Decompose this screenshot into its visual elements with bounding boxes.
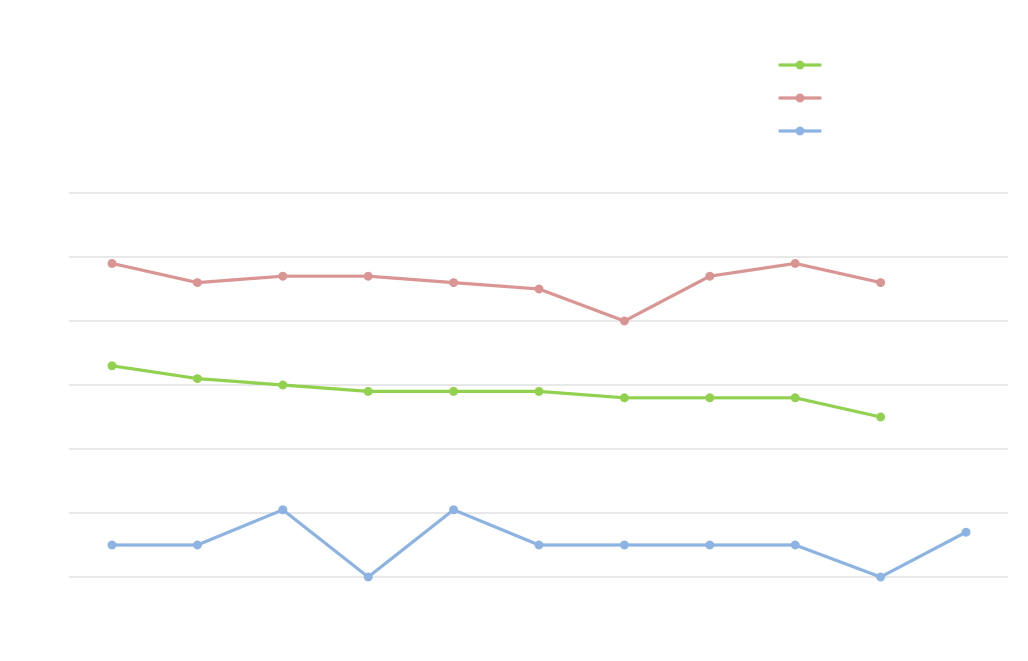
series-2: [107, 258, 886, 326]
data-point: [363, 572, 373, 582]
data-point: [705, 540, 715, 550]
legend-item-2: [778, 93, 822, 103]
gridlines: [69, 192, 1008, 578]
data-point: [449, 278, 459, 288]
data-point: [449, 386, 459, 396]
legend: [778, 60, 822, 136]
data-point: [534, 386, 544, 396]
data-point: [107, 540, 117, 550]
data-point: [107, 361, 117, 371]
data-point: [192, 278, 202, 288]
data-point: [107, 258, 117, 268]
data-point: [619, 540, 629, 550]
data-point: [876, 412, 886, 422]
data-point: [534, 284, 544, 294]
legend-item-1: [778, 60, 822, 70]
legend-marker: [795, 93, 805, 103]
data-point: [534, 540, 544, 550]
data-point: [192, 540, 202, 550]
data-point: [619, 393, 629, 403]
legend-item-3: [778, 126, 822, 136]
data-point: [705, 271, 715, 281]
data-point: [705, 393, 715, 403]
series-1: [107, 361, 886, 422]
data-point: [876, 278, 886, 288]
series-3: [107, 505, 971, 582]
data-point: [278, 380, 288, 390]
data-point: [363, 386, 373, 396]
data-point: [363, 271, 373, 281]
data-point: [961, 527, 971, 537]
series-2-line: [110, 261, 883, 323]
legend-marker: [795, 126, 805, 136]
data-point: [278, 271, 288, 281]
data-point: [619, 316, 629, 326]
legend-marker: [795, 60, 805, 70]
data-point: [449, 505, 459, 515]
series-1-line: [110, 364, 883, 419]
data-point: [790, 540, 800, 550]
data-point: [790, 258, 800, 268]
data-point: [278, 505, 288, 515]
data-point: [192, 374, 202, 384]
series-group: [107, 258, 971, 582]
data-point: [790, 393, 800, 403]
data-point: [876, 572, 886, 582]
